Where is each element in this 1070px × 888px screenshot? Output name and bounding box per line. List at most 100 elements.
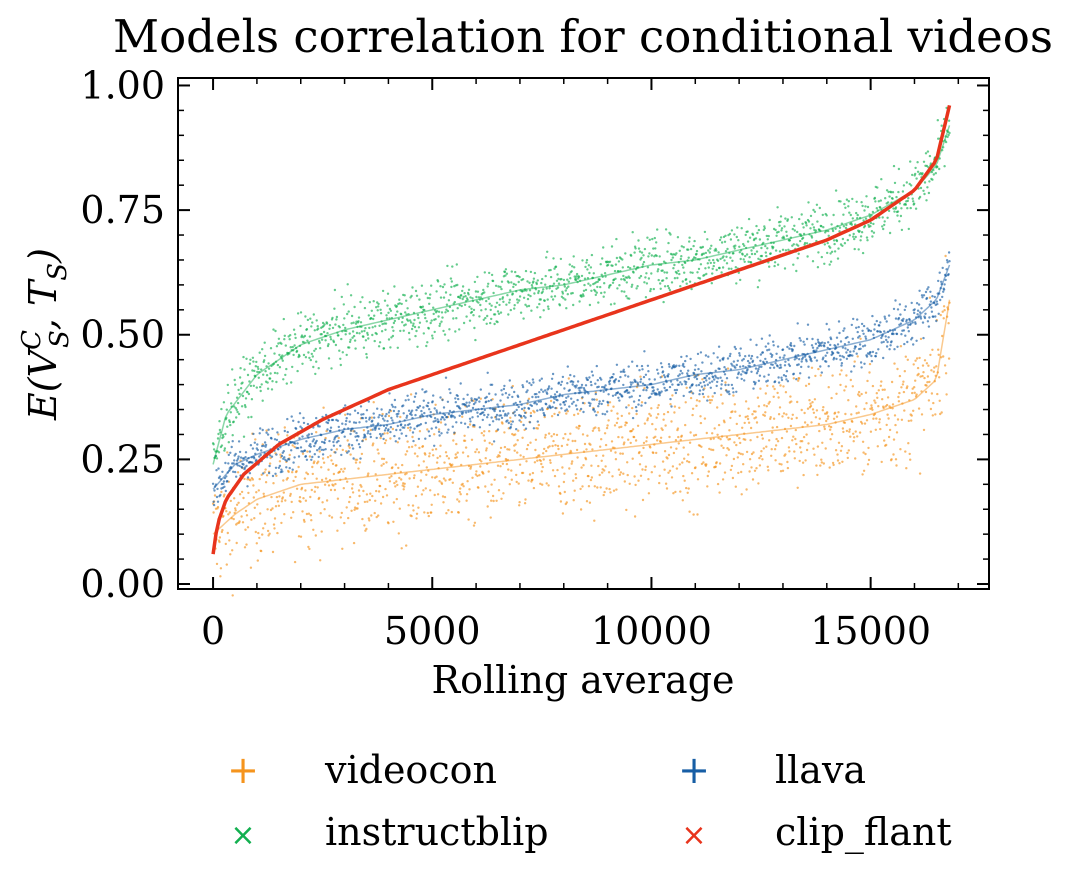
point-videocon [844, 385, 848, 388]
point-instructblip [928, 180, 931, 183]
point-instructblip [498, 303, 501, 307]
point-videocon [270, 495, 273, 499]
point-videocon [613, 424, 617, 427]
point-videocon [604, 443, 608, 447]
point-llava [294, 427, 298, 430]
point-llava [235, 475, 238, 478]
point-videocon [323, 508, 326, 511]
point-instructblip [744, 254, 747, 258]
point-videocon [774, 444, 778, 447]
point-llava [640, 364, 644, 368]
point-videocon [756, 435, 759, 439]
point-instructblip [430, 319, 433, 322]
point-instructblip [900, 207, 903, 210]
point-videocon [706, 474, 709, 478]
point-llava [451, 425, 454, 428]
point-llava [888, 348, 891, 351]
point-instructblip [437, 310, 441, 313]
point-instructblip [748, 256, 751, 259]
point-instructblip [266, 381, 269, 384]
point-videocon [907, 419, 910, 423]
point-llava [735, 390, 738, 393]
point-videocon [565, 412, 568, 415]
point-instructblip [366, 331, 369, 335]
point-instructblip [522, 296, 526, 299]
point-llava [921, 321, 925, 324]
point-instructblip [272, 328, 275, 331]
point-videocon [568, 467, 571, 470]
point-instructblip [609, 283, 612, 287]
point-llava [694, 364, 697, 367]
point-instructblip [442, 296, 446, 299]
point-instructblip [744, 233, 747, 237]
point-llava [689, 357, 692, 361]
point-instructblip [467, 288, 471, 291]
point-videocon [536, 459, 539, 462]
point-llava [300, 427, 304, 430]
point-videocon [902, 380, 905, 383]
point-instructblip [848, 211, 851, 214]
point-llava [437, 420, 440, 423]
point-llava [747, 354, 751, 357]
point-llava [695, 384, 698, 387]
point-videocon [627, 404, 630, 407]
point-videocon [342, 487, 345, 490]
point-instructblip [276, 372, 279, 375]
point-llava [748, 361, 751, 365]
point-llava [459, 407, 462, 410]
point-llava [331, 418, 335, 422]
point-videocon [465, 499, 468, 502]
point-llava [336, 419, 340, 422]
point-instructblip [805, 242, 809, 245]
point-instructblip [730, 267, 733, 270]
point-videocon [485, 447, 488, 450]
point-videocon [903, 370, 906, 373]
point-instructblip [746, 230, 749, 233]
point-videocon [442, 501, 445, 504]
point-videocon [655, 451, 658, 455]
point-videocon [556, 468, 559, 472]
point-instructblip [485, 299, 488, 303]
point-videocon [376, 478, 379, 481]
point-instructblip [673, 263, 676, 267]
point-instructblip [911, 197, 914, 200]
point-instructblip [530, 284, 534, 287]
point-instructblip [783, 267, 787, 270]
point-llava [227, 462, 230, 465]
point-instructblip [247, 392, 251, 396]
point-llava [408, 422, 411, 426]
point-videocon [357, 489, 361, 492]
point-instructblip [760, 246, 763, 250]
point-llava [371, 428, 374, 431]
legend-marker-videocon: + [227, 748, 259, 792]
point-videocon [733, 403, 736, 406]
point-instructblip [785, 234, 789, 237]
point-llava [224, 489, 227, 493]
point-videocon [594, 391, 597, 394]
point-llava [652, 389, 655, 392]
point-videocon [696, 478, 700, 481]
point-instructblip [932, 173, 935, 176]
point-videocon [551, 469, 555, 472]
point-videocon [268, 532, 271, 535]
point-llava [282, 450, 285, 453]
point-videocon [322, 406, 325, 409]
legend-item-clip-flant: × clip_flant [681, 810, 951, 855]
point-videocon [461, 415, 464, 418]
point-instructblip [688, 236, 691, 239]
point-instructblip [944, 140, 948, 144]
series-layer [211, 105, 952, 597]
point-instructblip [393, 319, 397, 323]
point-instructblip [568, 273, 571, 276]
point-instructblip [829, 252, 832, 255]
point-llava [906, 340, 909, 344]
point-instructblip [319, 347, 322, 350]
point-videocon [428, 455, 431, 458]
point-videocon [237, 501, 240, 504]
point-llava [313, 444, 316, 448]
point-videocon [330, 459, 333, 462]
point-videocon [885, 403, 889, 407]
point-llava [663, 376, 667, 379]
point-llava [675, 364, 678, 367]
point-videocon [572, 499, 575, 502]
